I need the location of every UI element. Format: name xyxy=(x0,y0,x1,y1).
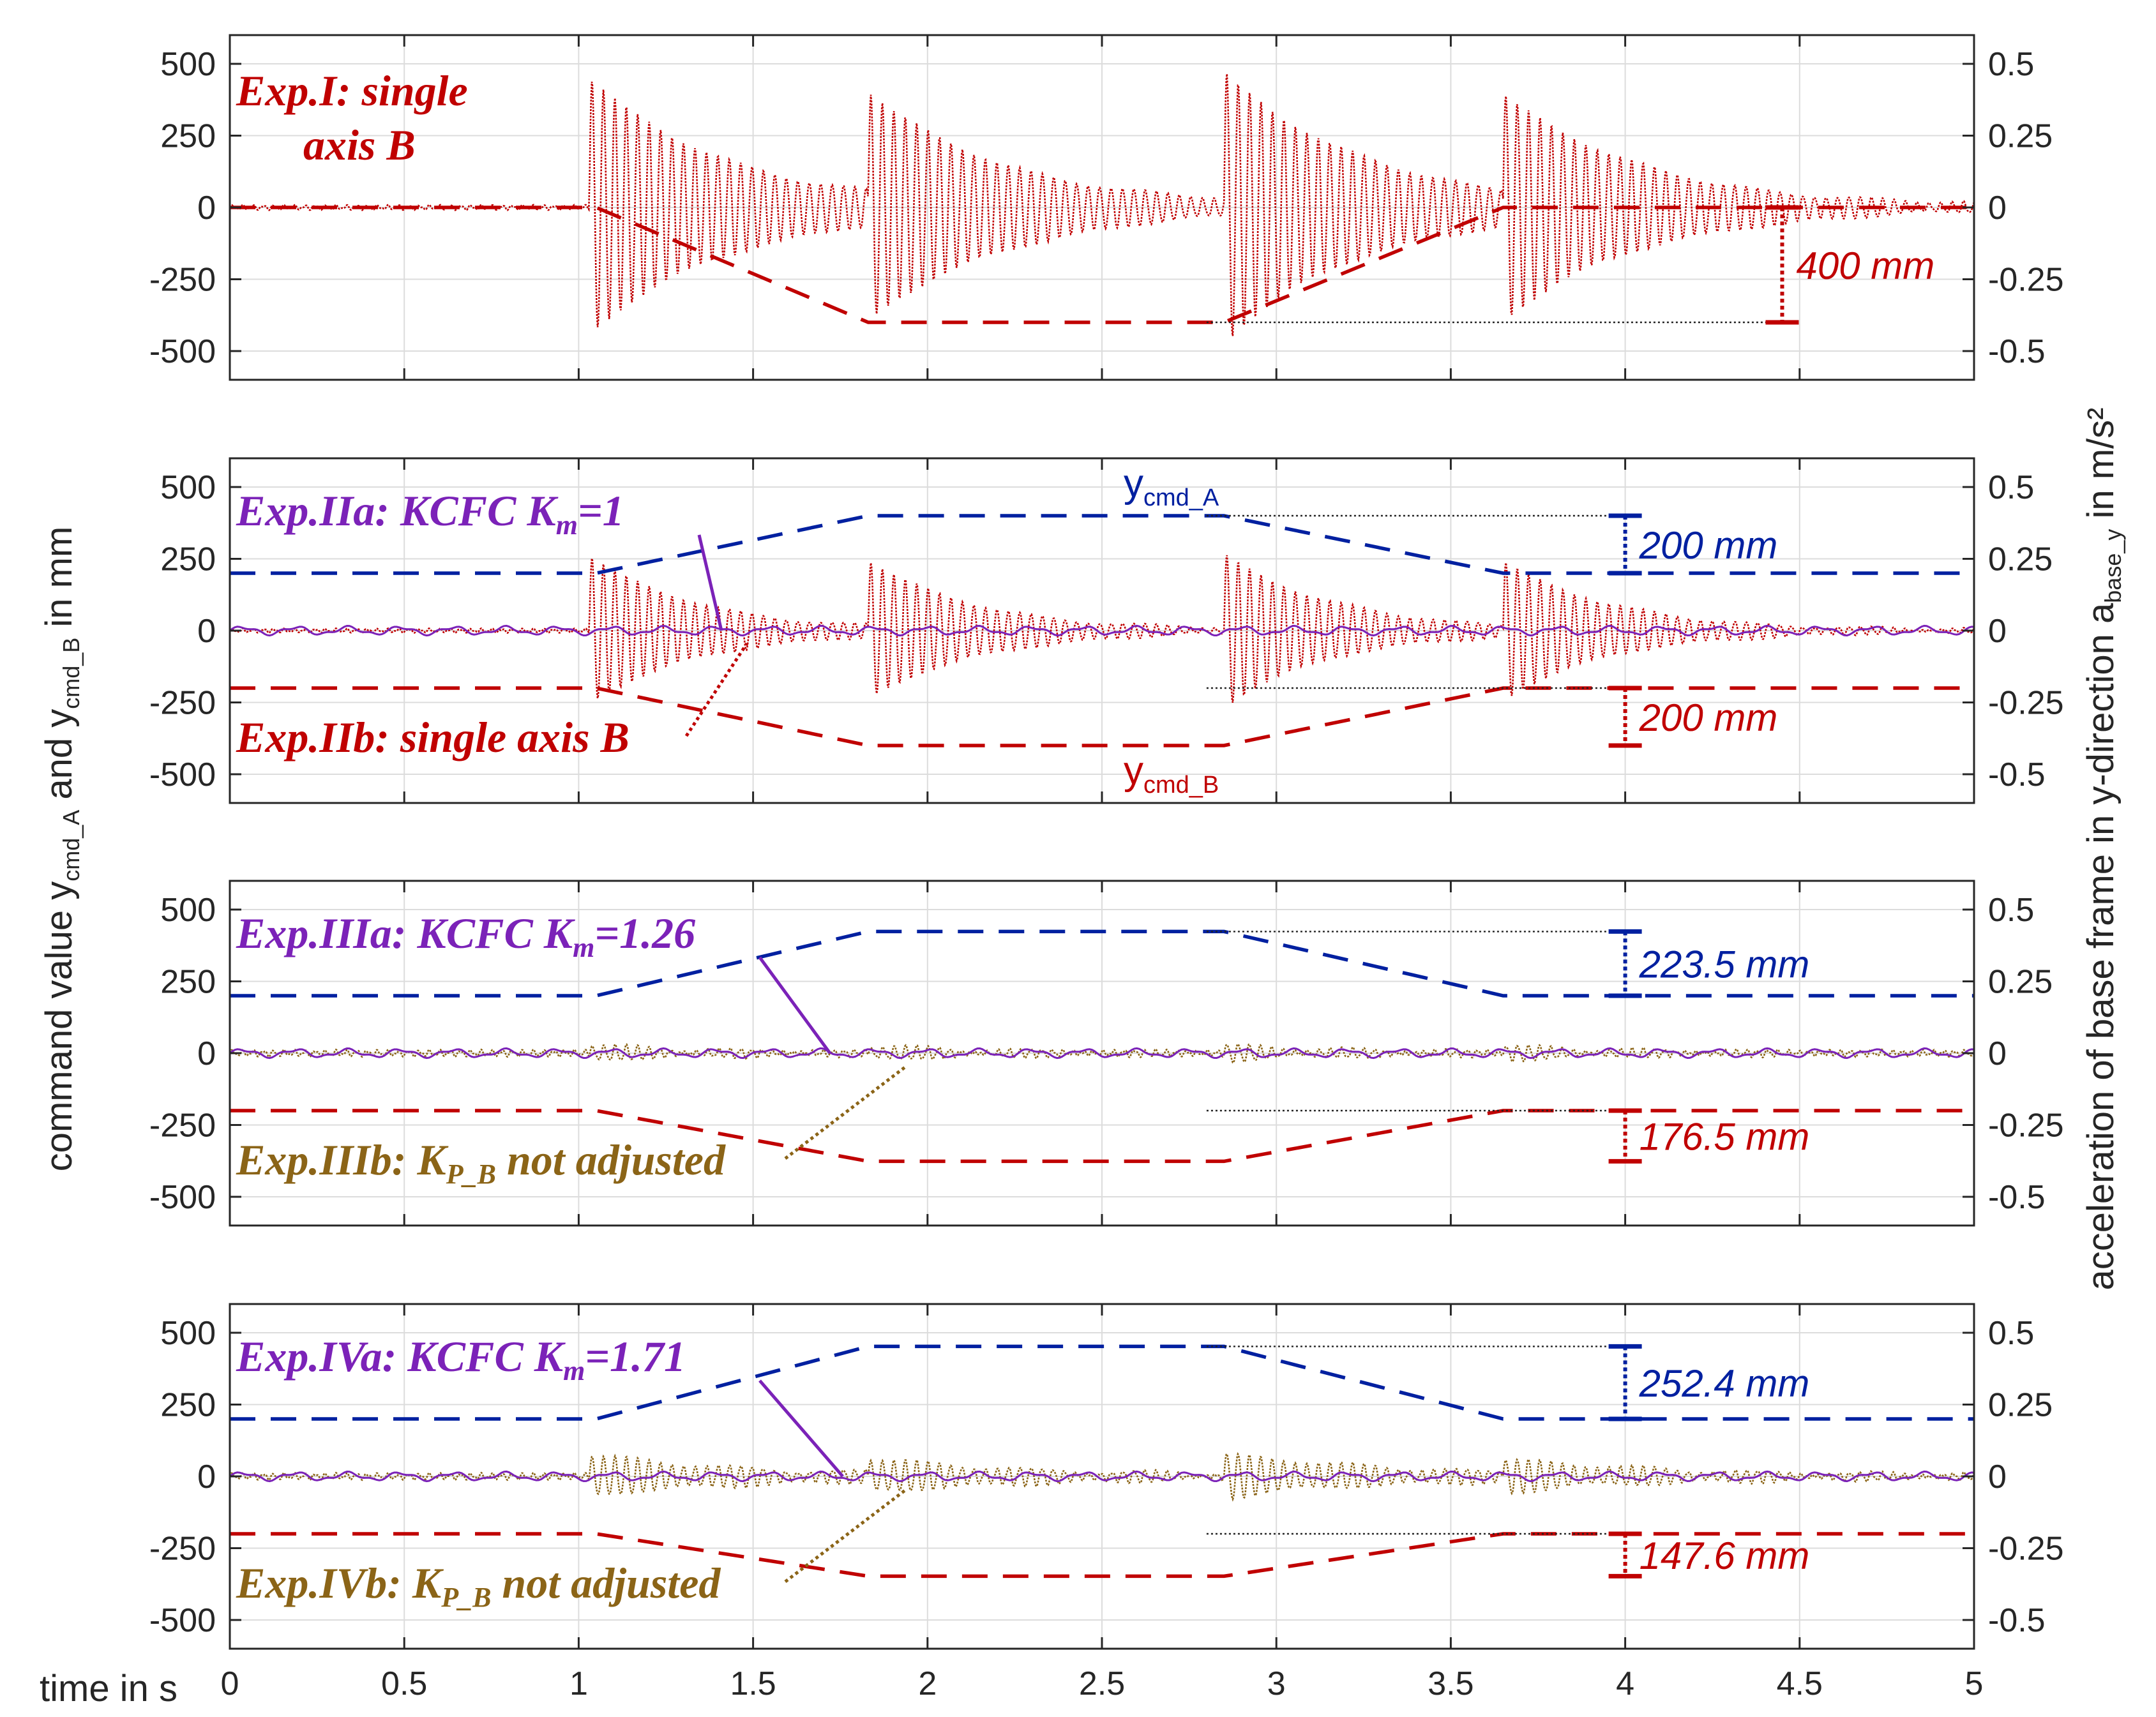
y-cmd-b-series xyxy=(230,206,1974,324)
x-tick-label: 5 xyxy=(1965,1665,1984,1702)
y-right-tick-label: 0 xyxy=(1988,613,2007,650)
y-cmd-b-series xyxy=(230,1109,1974,1164)
annotation-line-2: axis B xyxy=(303,121,416,169)
x-tick-label: 0.5 xyxy=(381,1665,427,1702)
y-left-tick-label: 0 xyxy=(197,613,216,650)
y-left-tick-label: -250 xyxy=(149,262,216,299)
leader-line-b xyxy=(684,642,749,737)
panel-4: 252.4 mm 147.6 mm Exp.IVa: KCFC Km=1.71 Exp… xyxy=(149,1303,2064,1702)
x-tick-label: 4 xyxy=(1616,1665,1634,1702)
y-right-tick-label: -0.5 xyxy=(1988,756,2046,793)
x-tick-label: 2.5 xyxy=(1079,1665,1125,1702)
leader-line-a xyxy=(758,956,832,1054)
x-tick-label: 1 xyxy=(569,1665,588,1702)
annotation-2: Exp.IIb: single axis B xyxy=(236,713,629,761)
y-left-tick-label: -250 xyxy=(149,1531,216,1568)
dimension-b-label: 176.5 mm xyxy=(1640,1116,1810,1158)
y-right-tick-label: -0.5 xyxy=(1988,1602,2046,1639)
dimension-label: 400 mm xyxy=(1796,244,1934,287)
y-left-tick-label: 250 xyxy=(160,541,216,578)
y-left-tick-label: -500 xyxy=(149,333,216,370)
leader-line-a xyxy=(697,534,723,631)
y-right-tick-label: 0.25 xyxy=(1988,541,2053,578)
x-axis-label: time in s xyxy=(40,1668,177,1709)
accel-b-series xyxy=(230,555,1974,703)
y-left-tick-label: 500 xyxy=(160,469,216,506)
annotation-2: Exp.IVb: KP_B not adjusted xyxy=(236,1559,721,1613)
x-tick-label: 0 xyxy=(221,1665,239,1702)
panel-2: 200 mm 200 mm Exp.IIa: KCFC Km=1 Exp.IIb: s… xyxy=(149,457,2064,804)
y-left-tick-label: 250 xyxy=(160,964,216,1001)
y-right-tick-label: 0 xyxy=(1988,190,2007,227)
y-left-tick-label: 250 xyxy=(160,1387,216,1424)
y-cmd-a-series xyxy=(230,929,1974,998)
dimension-b-label: 147.6 mm xyxy=(1640,1534,1810,1577)
y-left-tick-label: -250 xyxy=(149,685,216,722)
y-right-tick-label: -0.5 xyxy=(1988,333,2046,370)
plot-area xyxy=(230,1344,1974,1578)
y-left-tick-label: 500 xyxy=(160,1315,216,1352)
annotation-1: Exp.IIIa: KCFC Km=1.26 xyxy=(236,909,695,963)
annotation-1: Exp.IIa: KCFC Km=1 xyxy=(236,486,624,541)
y-left-tick-label: 500 xyxy=(160,46,216,83)
leader-line-b xyxy=(784,1065,908,1160)
accel-a-series xyxy=(230,1047,1974,1060)
y-left-tick-label: -250 xyxy=(149,1107,216,1144)
panel-1: 400 mm Exp.I: single axis B 500 250 0 -250 -500… xyxy=(149,34,2064,381)
annotation-1: Exp.IVa: KCFC Km=1.71 xyxy=(236,1332,686,1386)
plot-area xyxy=(230,73,1974,336)
y-cmd-a-series xyxy=(230,1344,1974,1421)
right-axis-label: acceleration of base frame in y-directio… xyxy=(2080,408,2126,1291)
y-cmd-a-series xyxy=(230,514,1974,575)
x-tick-label: 1.5 xyxy=(730,1665,776,1702)
y-cmd-b-series xyxy=(230,1532,1974,1578)
y-left-tick-label: -500 xyxy=(149,1602,216,1639)
panel-3: 223.5 mm 176.5 mm Exp.IIIa: KCFC Km=1.26 Ex… xyxy=(149,880,2064,1227)
accel-a-series xyxy=(230,624,1974,637)
left-axis-label: command value ycmd_A and ycmd_B in mm xyxy=(38,527,84,1172)
y-right-tick-label: -0.25 xyxy=(1988,262,2064,299)
leader-line-a xyxy=(758,1379,844,1478)
accel-a-series xyxy=(230,1470,1974,1483)
y-right-tick-label: 0.25 xyxy=(1988,964,2053,1001)
y-cmd-b-series xyxy=(230,686,1974,747)
y-left-tick-label: 0 xyxy=(197,1458,216,1496)
dimension-a-label: 252.4 mm xyxy=(1639,1362,1810,1405)
annotation-1: Exp.I: single xyxy=(236,66,468,115)
y-right-tick-label: 0.5 xyxy=(1988,46,2034,83)
x-tick-label: 2 xyxy=(918,1665,937,1702)
y-right-tick-label: 0.25 xyxy=(1988,118,2053,155)
x-tick-label: 4.5 xyxy=(1777,1665,1823,1702)
dimension-a-label: 200 mm xyxy=(1639,524,1778,567)
dimension-b-label: 200 mm xyxy=(1639,696,1778,739)
plot-area xyxy=(230,514,1974,747)
annotation-2: Exp.IIIb: KP_B not adjusted xyxy=(236,1136,726,1190)
y-right-tick-label: -0.25 xyxy=(1988,1107,2064,1144)
accel-b-series xyxy=(230,1042,1974,1064)
plot-area xyxy=(230,929,1974,1164)
tag-y-cmd-a: ycmd_A xyxy=(1124,461,1219,511)
y-right-tick-label: -0.25 xyxy=(1988,685,2064,722)
y-right-tick-label: 0.25 xyxy=(1988,1387,2053,1424)
y-left-tick-label: -500 xyxy=(149,756,216,793)
y-left-tick-label: -500 xyxy=(149,1179,216,1216)
y-right-tick-label: 0.5 xyxy=(1988,1315,2034,1352)
y-right-tick-label: 0.5 xyxy=(1988,892,2034,929)
y-right-tick-label: 0.5 xyxy=(1988,469,2034,506)
x-tick-label: 3.5 xyxy=(1428,1665,1474,1702)
y-left-tick-label: 0 xyxy=(197,190,216,227)
y-right-tick-label: -0.5 xyxy=(1988,1179,2046,1216)
y-right-tick-label: 0 xyxy=(1988,1035,2007,1072)
y-left-tick-label: 250 xyxy=(160,118,216,155)
y-left-tick-label: 0 xyxy=(197,1035,216,1072)
y-left-tick-label: 500 xyxy=(160,892,216,929)
dimension-a-label: 223.5 mm xyxy=(1639,943,1810,986)
x-tick-label: 3 xyxy=(1267,1665,1286,1702)
y-right-tick-label: -0.25 xyxy=(1988,1531,2064,1568)
y-right-tick-label: 0 xyxy=(1988,1458,2007,1496)
tag-y-cmd-b: ycmd_B xyxy=(1124,749,1219,799)
